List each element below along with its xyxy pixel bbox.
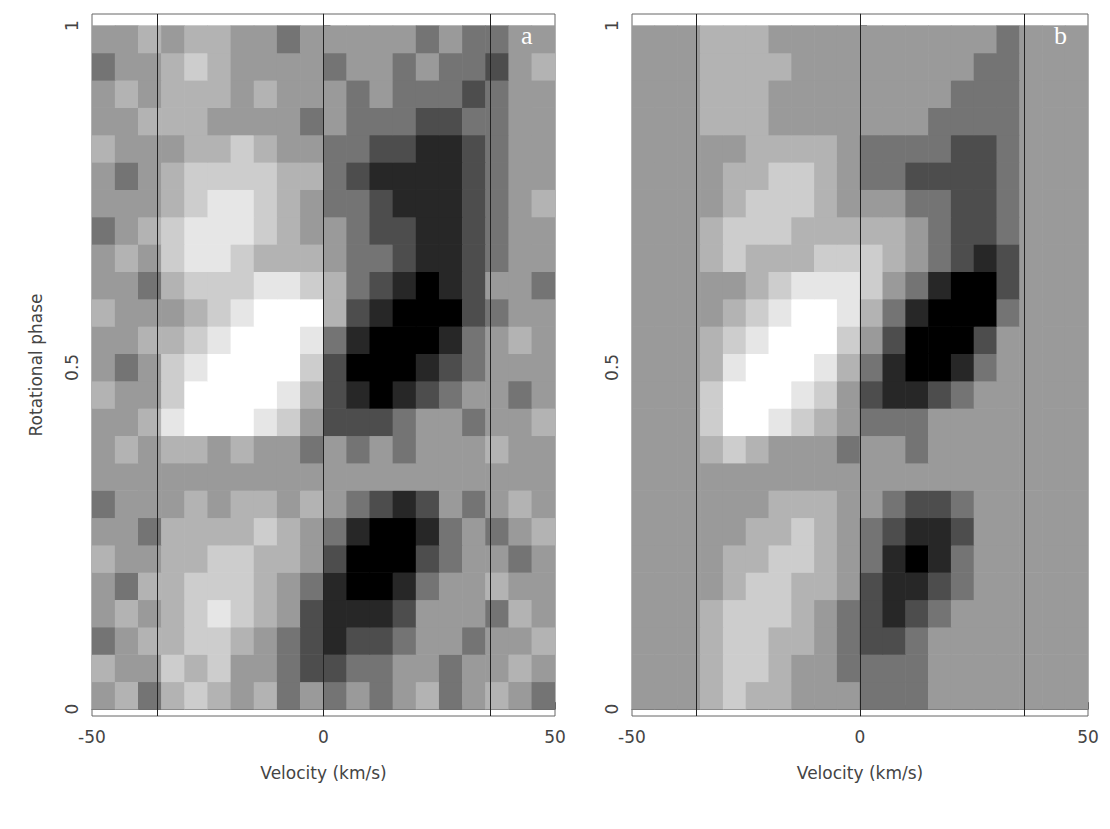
- svg-text:0: 0: [318, 727, 329, 747]
- svg-text:0.5: 0.5: [62, 354, 82, 381]
- svg-text:-50: -50: [618, 727, 646, 747]
- svg-text:50: 50: [1077, 727, 1099, 747]
- svg-text:1: 1: [602, 20, 622, 31]
- svg-text:Velocity (km/s): Velocity (km/s): [260, 763, 386, 783]
- svg-text:a: a: [521, 21, 533, 50]
- svg-text:0: 0: [602, 704, 622, 715]
- svg-text:0.5: 0.5: [602, 354, 622, 381]
- svg-text:b: b: [1054, 21, 1067, 50]
- svg-text:50: 50: [544, 727, 566, 747]
- svg-text:Velocity (km/s): Velocity (km/s): [797, 763, 923, 783]
- svg-text:0: 0: [62, 704, 82, 715]
- svg-text:-50: -50: [78, 727, 106, 747]
- svg-text:Rotational phase: Rotational phase: [26, 294, 46, 437]
- svg-text:1: 1: [62, 20, 82, 31]
- svg-text:0: 0: [855, 727, 866, 747]
